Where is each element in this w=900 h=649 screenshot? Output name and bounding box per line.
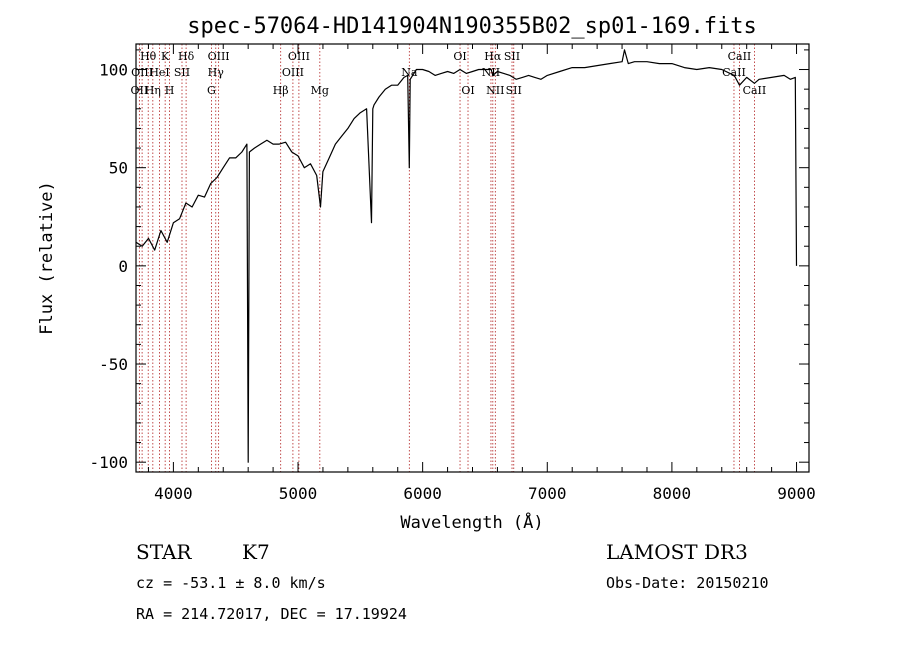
line-marker-label: SII	[174, 66, 190, 79]
x-tick-label: 5000	[279, 484, 318, 503]
y-tick-label: 100	[99, 61, 128, 80]
survey-name: LAMOST DR3	[606, 540, 748, 564]
line-marker-label: OII	[131, 84, 149, 97]
y-tick-label: -50	[99, 355, 128, 374]
line-marker-label: SII	[504, 50, 520, 63]
line-marker-label: K	[161, 50, 170, 63]
x-tick-label: 9000	[777, 484, 816, 503]
ra-dec-coordinates: RA = 214.72017, DEC = 17.19924	[136, 605, 407, 623]
line-marker-label: OIII	[288, 50, 310, 63]
line-marker-label: Hη	[145, 84, 161, 97]
line-marker-label: Na	[401, 66, 418, 79]
object-class: STAR	[136, 540, 192, 564]
line-marker-label: H	[165, 84, 175, 97]
line-marker-label: HeI	[149, 66, 169, 79]
line-marker-label: OI	[453, 50, 466, 63]
line-marker-label: SII	[506, 84, 522, 97]
chart-title: spec-57064-HD141904N190355B02_sp01-169.f…	[187, 14, 757, 39]
y-axis-ticks: -100 -50 0 50 100	[89, 49, 809, 472]
x-tick-label: 7000	[528, 484, 567, 503]
line-marker-label: NII	[482, 66, 500, 79]
line-marker-label: Mg	[311, 84, 329, 97]
y-axis-label: Flux (relative)	[37, 181, 57, 335]
line-marker-label: NII	[486, 84, 504, 97]
line-marker-label: CaII	[722, 66, 746, 79]
spectrum-series-line	[135, 49, 798, 463]
redshift-value: cz = -53.1 ± 8.0 km/s	[136, 574, 326, 592]
line-marker-label: Hβ	[273, 84, 289, 97]
line-marker-label: OIII	[208, 50, 230, 63]
line-marker-label: Hγ	[208, 66, 225, 79]
y-tick-label: 50	[109, 159, 128, 178]
line-marker-label: OI	[461, 84, 474, 97]
y-tick-label: 0	[118, 257, 128, 276]
line-marker-label: Hθ	[140, 50, 157, 63]
x-tick-label: 8000	[653, 484, 692, 503]
object-subclass: K7	[242, 540, 270, 564]
y-tick-label: -100	[89, 453, 128, 472]
emission-line-markers	[138, 44, 755, 472]
observation-date: Obs-Date: 20150210	[606, 574, 769, 592]
line-marker-label: G	[207, 84, 216, 97]
line-marker-label: Hα	[484, 50, 502, 63]
line-marker-label: CaII	[743, 84, 767, 97]
line-marker-label: Hδ	[178, 50, 195, 63]
x-tick-label: 6000	[403, 484, 442, 503]
plot-frame	[135, 43, 810, 473]
x-axis-ticks: 4000 5000 6000 7000 8000 9000	[147, 44, 816, 503]
x-tick-label: 4000	[154, 484, 193, 503]
x-axis-label: Wavelength (Å)	[400, 511, 543, 533]
line-marker-label: CaII	[728, 50, 752, 63]
line-marker-label: OIII	[282, 66, 304, 79]
